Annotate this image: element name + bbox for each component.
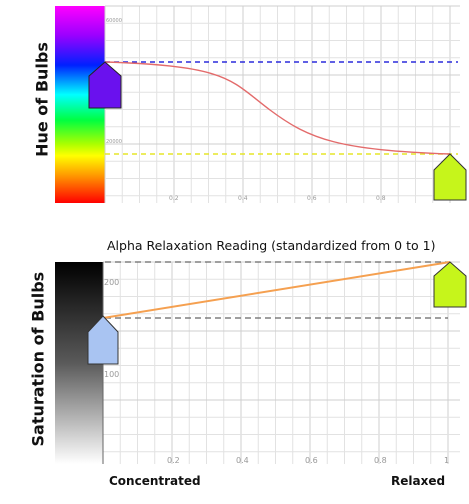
saturation-xtick-0.6: 0.6 [305, 456, 318, 465]
saturation-right-marker[interactable] [433, 261, 467, 308]
saturation-xtick-0.4: 0.4 [236, 456, 249, 465]
hue-xtick-0.6: 0.6 [307, 195, 317, 202]
saturation-grid [102, 261, 460, 464]
hue-grid [104, 5, 460, 203]
saturation-tick-100: 100 [104, 370, 119, 379]
hue-curve [104, 61, 451, 155]
hue-xtick-0.4: 0.4 [238, 195, 248, 202]
hue-left-marker[interactable] [88, 61, 122, 109]
relaxed-label: Relaxed [391, 474, 446, 488]
x-axis-title: Alpha Relaxation Reading (standardized f… [107, 238, 436, 253]
concentrated-label: Concentrated [109, 474, 201, 488]
saturation-tick-200: 200 [104, 278, 119, 287]
hue-tick-60000: 60000 [106, 18, 122, 24]
hue-right-marker[interactable] [433, 153, 467, 201]
hue-chart: 60000 20000 0.2 0.4 0.6 0.8 1 [88, 5, 467, 203]
hue-xtick-0.2: 0.2 [169, 195, 179, 202]
saturation-xtick-1: 1 [444, 456, 449, 465]
saturation-line [102, 261, 451, 319]
hue-tick-20000: 20000 [106, 139, 122, 145]
saturation-xtick-0.2: 0.2 [167, 456, 180, 465]
saturation-left-marker[interactable] [87, 315, 119, 365]
saturation-xtick-0.8: 0.8 [374, 456, 387, 465]
hue-xtick-0.8: 0.8 [376, 195, 386, 202]
